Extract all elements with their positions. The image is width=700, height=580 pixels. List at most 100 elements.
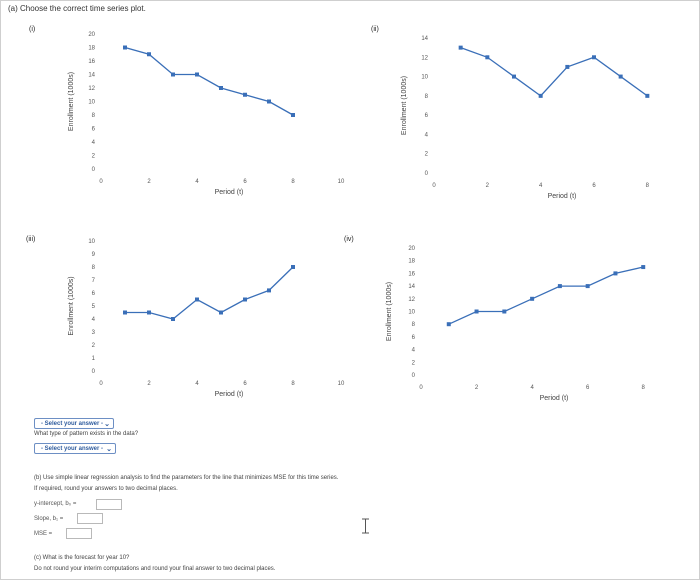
data-point xyxy=(171,72,175,77)
y-tick-label: 20 xyxy=(408,246,415,252)
x-tick-label: 10 xyxy=(338,179,345,185)
mse-input[interactable] xyxy=(66,528,92,539)
x-axis-label: Period (t) xyxy=(548,193,577,200)
data-point xyxy=(485,55,490,60)
x-tick-label: 4 xyxy=(195,381,199,387)
x-tick-label: 4 xyxy=(539,183,543,189)
y-axis-label: Enrollment (1000s) xyxy=(401,76,408,135)
y-tick-label: 6 xyxy=(92,127,96,133)
series-line xyxy=(460,47,648,97)
y-tick-label: 8 xyxy=(425,94,429,100)
x-tick-label: 4 xyxy=(530,385,534,391)
chart-label: (iv) xyxy=(344,236,354,243)
y-tick-label: 3 xyxy=(92,330,96,336)
y-tick-label: 18 xyxy=(408,259,415,265)
data-point xyxy=(446,322,451,327)
data-point xyxy=(585,284,590,289)
y-tick-label: 16 xyxy=(88,59,95,65)
y-tick-label: 0 xyxy=(92,369,96,375)
x-tick-label: 8 xyxy=(291,179,295,185)
x-tick-label: 0 xyxy=(419,385,423,391)
chart-label: (ii) xyxy=(371,26,379,33)
chart-panel-i[interactable]: (i) 0 2 4 6 8 10 12 14 16 18 20 0 2 4 6 8 10 Period (t) Enr… xyxy=(21,21,356,211)
y-tick-label: 14 xyxy=(421,36,428,42)
y-tick-label: 9 xyxy=(92,252,96,258)
data-point xyxy=(147,310,151,315)
y-tick-label: 0 xyxy=(412,373,416,379)
y-tick-label: 8 xyxy=(412,322,416,328)
y-tick-label: 8 xyxy=(92,113,96,119)
data-point xyxy=(219,86,223,90)
data-point xyxy=(618,74,623,79)
chart-panel-iv[interactable]: (iv) 0 2 4 6 8 10 12 14 16 18 20 0 2 4 6 8 Period (t) Enro… xyxy=(336,231,686,416)
chart-label: (i) xyxy=(29,26,35,33)
question-c-text: (c) What is the forecast for year 10? xyxy=(34,555,130,561)
question-c-note: Do not round your interim computations a… xyxy=(34,566,276,572)
chart-label: (iii) xyxy=(26,236,35,243)
data-point xyxy=(502,309,507,314)
y-tick-label: 2 xyxy=(92,343,96,349)
y-tick-label: 2 xyxy=(92,154,96,160)
chart-iii: (iii) 0 1 2 3 4 5 6 7 8 9 10 0 2 4 6 8 10 Period (t) Enroll… xyxy=(26,236,345,398)
data-point xyxy=(195,297,199,302)
data-point xyxy=(123,310,127,315)
plot-answer-select[interactable]: - Select your answer - ⌄ xyxy=(34,418,114,429)
intercept-input[interactable] xyxy=(96,499,122,510)
data-point xyxy=(641,265,646,270)
y-tick-label: 4 xyxy=(92,140,96,146)
data-point xyxy=(123,45,127,50)
data-point xyxy=(645,93,650,98)
y-tick-label: 12 xyxy=(88,86,95,92)
y-tick-label: 18 xyxy=(88,46,95,52)
text-cursor-icon xyxy=(362,518,369,534)
data-point xyxy=(565,64,570,69)
data-point xyxy=(291,113,295,117)
pattern-question-text: What type of pattern exists in the data? xyxy=(34,431,139,437)
x-tick-label: 0 xyxy=(99,381,103,387)
data-point xyxy=(243,92,247,97)
data-point xyxy=(147,52,151,57)
x-tick-label: 0 xyxy=(432,183,436,189)
y-tick-label: 2 xyxy=(412,360,416,366)
y-tick-label: 6 xyxy=(425,113,429,119)
y-tick-label: 20 xyxy=(88,32,95,38)
data-point xyxy=(613,271,618,276)
x-tick-label: 6 xyxy=(243,381,247,387)
chart-iv: (iv) 0 2 4 6 8 10 12 14 16 18 20 0 2 4 6 8 Period (t) Enro… xyxy=(344,236,646,402)
chart-i: (i) 0 2 4 6 8 10 12 14 16 18 20 0 2 4 6 8 10 Period (t) Enr… xyxy=(29,26,345,196)
data-point xyxy=(530,296,535,301)
pattern-answer-select[interactable]: - Select your answer - ⌄ xyxy=(34,443,116,454)
x-tick-label: 2 xyxy=(147,381,151,387)
slope-input[interactable] xyxy=(77,513,103,524)
chevron-down-icon: ⌄ xyxy=(106,446,112,453)
x-tick-label: 6 xyxy=(243,179,247,185)
data-point xyxy=(538,93,543,98)
data-point xyxy=(195,72,199,77)
data-point xyxy=(291,265,295,269)
data-point xyxy=(557,284,562,289)
data-point xyxy=(474,309,479,314)
y-tick-label: 4 xyxy=(425,132,429,138)
x-tick-label: 8 xyxy=(642,385,646,391)
question-b-text: (b) Use simple linear regression analysi… xyxy=(34,475,339,481)
y-tick-label: 12 xyxy=(421,55,428,61)
data-point xyxy=(243,297,247,302)
select-label: - Select your answer - xyxy=(41,421,104,427)
x-tick-label: 8 xyxy=(291,381,295,387)
series-line xyxy=(125,266,294,320)
chart-panel-ii[interactable]: (ii) 0 2 4 6 8 10 12 14 0 2 4 6 8 Period (t) Enrollment… xyxy=(366,21,686,211)
select-label: - Select your answer - xyxy=(41,446,104,452)
data-point xyxy=(219,310,223,315)
y-tick-label: 4 xyxy=(412,348,416,354)
chart-ii: (ii) 0 2 4 6 8 10 12 14 0 2 4 6 8 Period (t) Enrollment… xyxy=(371,26,650,200)
chart-panel-iii[interactable]: (iii) 0 1 2 3 4 5 6 7 8 9 10 0 2 4 6 8 10 Period (t) Enroll… xyxy=(21,231,356,416)
x-tick-label: 2 xyxy=(147,179,151,185)
y-tick-label: 6 xyxy=(412,335,416,341)
chevron-down-icon: ⌄ xyxy=(104,421,110,428)
y-axis-label: Enrollment (1000s) xyxy=(68,276,75,335)
y-tick-label: 6 xyxy=(92,291,96,297)
x-tick-label: 0 xyxy=(99,179,103,185)
y-tick-label: 7 xyxy=(92,278,96,284)
x-axis-label: Period (t) xyxy=(540,395,569,402)
y-tick-label: 0 xyxy=(92,167,96,173)
